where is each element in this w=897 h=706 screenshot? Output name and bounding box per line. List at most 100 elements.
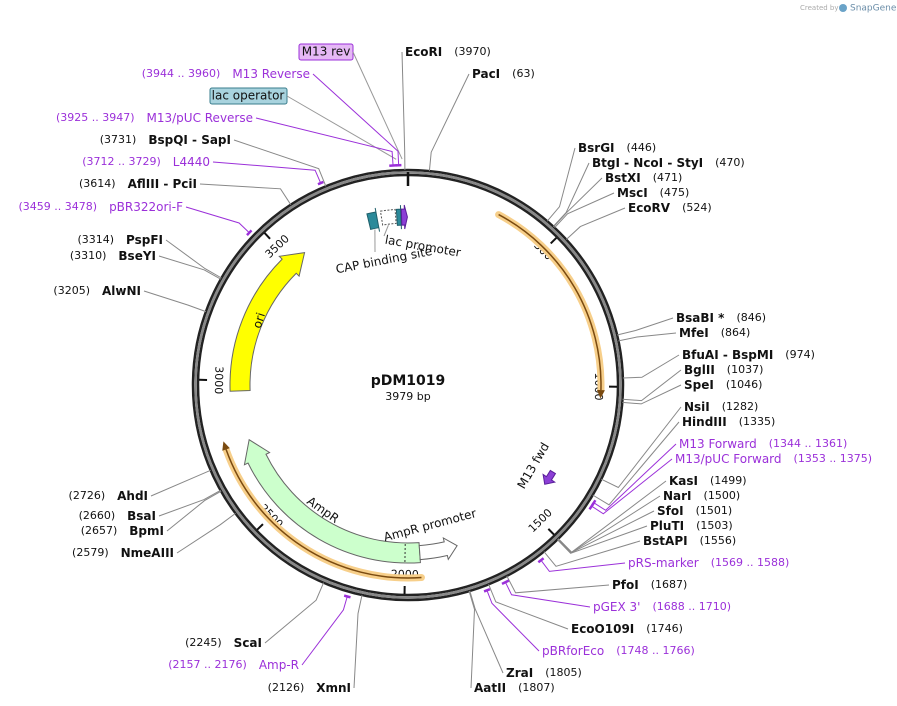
- label-site: (1353 .. 1375): [794, 452, 873, 465]
- label-name: NarI: [663, 489, 692, 503]
- label-site: (2245): [185, 636, 222, 649]
- site-label: PfoI (1687): [612, 578, 687, 592]
- label-name: XmnI: [316, 681, 351, 695]
- site-label: (2726) AhdI: [69, 489, 148, 503]
- label-site: (1688 .. 1710): [652, 600, 731, 613]
- label-site: (1344 .. 1361): [769, 437, 848, 450]
- leader-line: [143, 290, 207, 313]
- leader-line: [264, 582, 325, 644]
- site-label: ZraI (1805): [506, 666, 582, 680]
- backbone-outer: [191, 168, 625, 602]
- label-site: (1500): [704, 489, 741, 502]
- leader-line: [541, 560, 626, 572]
- label-name: PacI: [472, 67, 500, 81]
- primer-mark: [501, 579, 510, 586]
- label-site: (3314): [77, 233, 114, 246]
- label-name: M13 Forward: [679, 437, 757, 451]
- label-site: (2726): [69, 489, 106, 502]
- label-name: BspQI - SapI: [148, 133, 231, 147]
- leader-line: [401, 51, 406, 171]
- label-name: EcoRI: [405, 45, 442, 59]
- snapgene-icon: [839, 4, 847, 12]
- label-site: (1569 .. 1588): [711, 556, 790, 569]
- label-site: (1805): [545, 666, 582, 679]
- site-label: BstAPI (1556): [643, 534, 736, 548]
- label-name: BsaI: [127, 509, 156, 523]
- site-label: (3205) AlwNI: [53, 284, 141, 298]
- site-label: NarI (1500): [663, 489, 740, 503]
- leader-line: [622, 369, 682, 402]
- site-label: SfoI (1501): [657, 504, 732, 518]
- leader-line: [601, 406, 682, 489]
- label-name: KasI: [669, 474, 698, 488]
- ori-arrow: [229, 252, 306, 392]
- leader-line: [616, 317, 674, 336]
- site-label: PacI (63): [472, 67, 535, 81]
- site-label: (2657) BpmI: [81, 524, 164, 538]
- label-name: NsiI: [684, 400, 710, 414]
- site-label: SpeI (1046): [684, 378, 762, 392]
- tick-mark: [547, 528, 555, 536]
- leader-line: [185, 206, 249, 233]
- leader-line: [592, 458, 673, 515]
- label-name: MfeI: [679, 326, 709, 340]
- leader-line: [486, 591, 540, 652]
- site-label: (3314) PspFI: [77, 233, 163, 247]
- orf-right-head: [596, 389, 605, 399]
- tick-mark: [550, 237, 558, 245]
- leader-line: [506, 575, 610, 594]
- label-site: (524): [682, 201, 712, 214]
- primer-mark: [537, 557, 545, 564]
- site-label: (2660) BsaI: [79, 509, 156, 523]
- label-name: pBR322ori-F: [109, 200, 183, 214]
- orf-right: [498, 213, 602, 391]
- label-site: (446): [627, 141, 657, 154]
- leader-line: [565, 207, 626, 240]
- label-name: BsrGI: [578, 141, 615, 155]
- label-name: M13/pUC Reverse: [147, 111, 254, 125]
- label-site: (475): [660, 186, 690, 199]
- leader-line: [158, 255, 222, 280]
- ampr-arrow: [243, 438, 421, 564]
- label-name: AatII: [474, 681, 506, 695]
- orf-left-head: [222, 441, 230, 451]
- leader-line: [158, 489, 221, 517]
- site-label: (3925 .. 3947) M13/pUC Reverse: [56, 111, 253, 125]
- plasmid-name: pDM1019: [371, 373, 446, 389]
- label-site: (3310): [70, 249, 107, 262]
- site-label: (3614) AflIII - PciI: [79, 177, 197, 191]
- site-label: (3731) BspQI - SapI: [100, 133, 231, 147]
- label-site: (1746): [646, 622, 683, 635]
- label-site: (3712 .. 3729): [82, 155, 161, 168]
- label-site: (1046): [726, 378, 763, 391]
- site-label: BglII (1037): [684, 363, 763, 377]
- leader-line: [353, 594, 363, 689]
- site-label: MscI (475): [617, 186, 689, 200]
- lac-operator: [395, 205, 402, 230]
- label-site: (1556): [700, 534, 737, 547]
- site-label: (3459 .. 3478) pBR322ori-F: [19, 200, 184, 214]
- label-site: (1499): [710, 474, 747, 487]
- label-name: NmeAIII: [121, 546, 174, 560]
- site-label: KasI (1499): [669, 474, 747, 488]
- label-site: (2126): [268, 681, 305, 694]
- site-label: pBRforEco (1748 .. 1766): [542, 644, 695, 658]
- site-label: BstXI (471): [605, 171, 682, 185]
- site-label: PluTI (1503): [650, 519, 733, 533]
- primer-mark: [588, 502, 595, 511]
- orf-right-glow: [495, 211, 605, 394]
- primer-mark: [246, 229, 253, 236]
- leader-line: [469, 590, 504, 674]
- label-site: (1282): [722, 400, 759, 413]
- primer-mark: [317, 180, 324, 186]
- label-site: (974): [785, 348, 815, 361]
- site-label: EcoRI (3970): [405, 45, 491, 59]
- label-name: ScaI: [234, 636, 262, 650]
- site-label: M13/pUC Forward (1353 .. 1375): [675, 452, 872, 466]
- label-name: PfoI: [612, 578, 639, 592]
- leader-line: [233, 139, 327, 187]
- label-name: SfoI: [657, 504, 684, 518]
- leader-line: [488, 584, 569, 630]
- leader-line: [176, 512, 236, 554]
